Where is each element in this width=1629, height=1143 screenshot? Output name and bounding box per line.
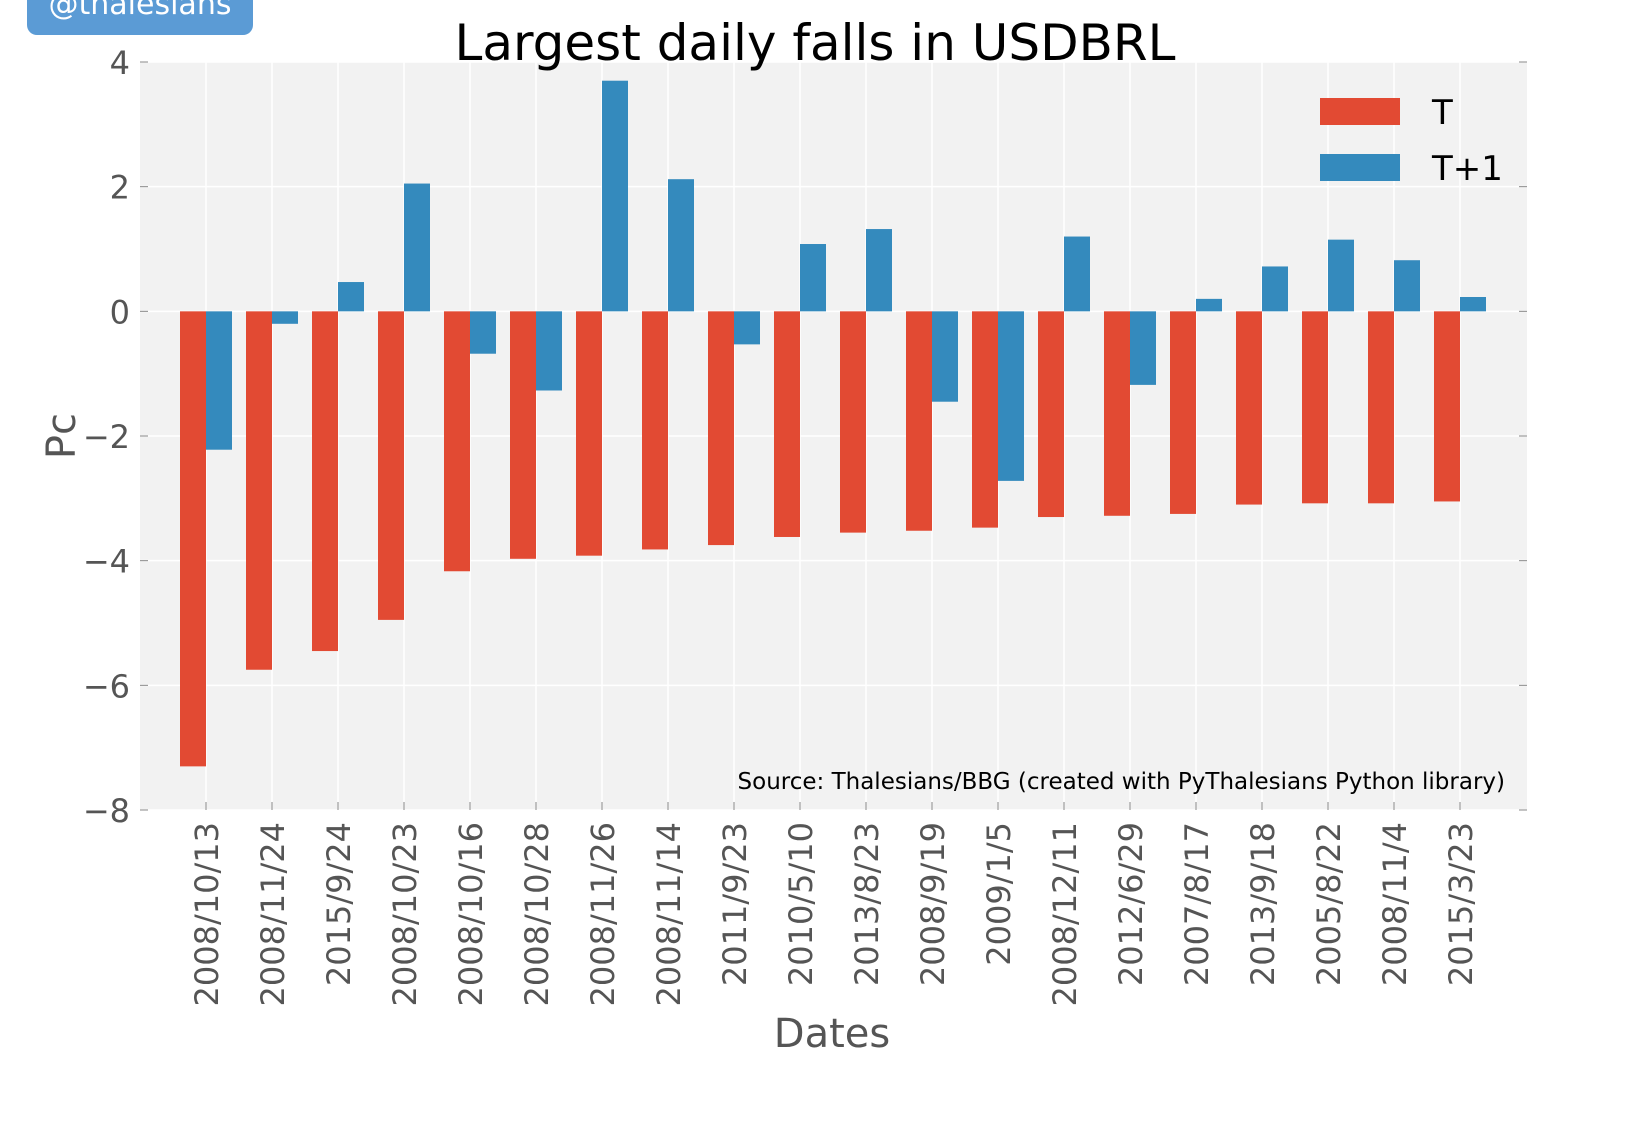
bar-t xyxy=(1368,311,1394,504)
legend: T T+1 xyxy=(1320,93,1503,189)
bar-t xyxy=(1302,311,1328,504)
bar-t-plus-1 xyxy=(602,80,628,312)
bar-t-plus-1 xyxy=(536,311,562,391)
bar-t-plus-1 xyxy=(998,311,1024,481)
bar-t xyxy=(1170,311,1196,514)
bar-t-plus-1 xyxy=(1394,260,1420,312)
bar-t-plus-1 xyxy=(932,311,958,402)
bar-t xyxy=(1434,311,1460,502)
bar-t xyxy=(576,311,602,556)
x-tick-label: 2008/10/16 xyxy=(452,822,490,1006)
y-tick-label: −8 xyxy=(83,792,130,830)
x-tick-label: 2013/9/18 xyxy=(1244,822,1282,986)
x-tick-label: 2005/8/22 xyxy=(1310,822,1348,986)
x-tick-label: 2008/10/23 xyxy=(386,822,424,1006)
bar-t-plus-1 xyxy=(734,311,760,345)
x-tick-label: 2008/11/26 xyxy=(584,822,622,1006)
x-tick-label: 2008/11/24 xyxy=(254,822,292,1006)
bar-t xyxy=(378,311,404,620)
bar-t xyxy=(708,311,734,546)
bar-t xyxy=(180,311,206,767)
y-tick-label: 4 xyxy=(110,44,130,82)
y-tick-label: 2 xyxy=(110,169,130,207)
bar-t-plus-1 xyxy=(1460,296,1486,312)
y-tick-label: 0 xyxy=(110,293,130,331)
x-tick-label: 2008/12/11 xyxy=(1046,822,1084,1006)
bar-t-plus-1 xyxy=(272,311,298,324)
bar-t xyxy=(840,311,866,533)
bar-t xyxy=(906,311,932,531)
bar-t xyxy=(642,311,668,550)
bar-t-plus-1 xyxy=(206,311,232,450)
bar-t xyxy=(246,311,272,670)
x-axis-label: Dates xyxy=(774,1011,890,1057)
source-annotation: Source: Thalesians/BBG (created with PyT… xyxy=(738,769,1505,795)
x-tick-label: 2015/3/23 xyxy=(1442,822,1480,986)
bar-t-plus-1 xyxy=(800,244,826,312)
x-tick-label: 2009/1/5 xyxy=(980,822,1018,966)
x-tick-label: 2013/8/23 xyxy=(848,822,886,986)
bar-t xyxy=(510,311,536,559)
legend-label-t: T xyxy=(1431,93,1453,133)
x-tick-label: 2012/6/29 xyxy=(1112,822,1150,986)
y-axis-label: Pc xyxy=(39,413,85,459)
x-tick-label: 2011/9/23 xyxy=(716,822,754,986)
chart-title: Largest daily falls in USDBRL xyxy=(454,14,1175,72)
bar-t-plus-1 xyxy=(668,179,694,312)
x-tick-label: 2008/11/4 xyxy=(1376,822,1414,986)
legend-swatch-t xyxy=(1320,98,1400,125)
gridlines xyxy=(140,61,1527,811)
bar-t-plus-1 xyxy=(1328,239,1354,312)
x-tick-label: 2015/9/24 xyxy=(320,822,358,986)
bar-t xyxy=(774,311,800,537)
bar-t xyxy=(1104,311,1130,516)
bar-t xyxy=(972,311,998,528)
x-tick-label: 2008/9/19 xyxy=(914,822,952,986)
bar-t-plus-1 xyxy=(1262,266,1288,312)
x-tick-label: 2010/5/10 xyxy=(782,822,820,986)
x-tick-label: 2008/10/28 xyxy=(518,822,556,1006)
bar-t-plus-1 xyxy=(866,229,892,312)
bar-t-plus-1 xyxy=(1130,311,1156,385)
bar-t-plus-1 xyxy=(404,183,430,312)
x-tick-label: 2007/8/17 xyxy=(1178,822,1216,986)
bar-t xyxy=(1236,311,1262,505)
bar-t-plus-1 xyxy=(1196,298,1222,312)
y-tick-label: −2 xyxy=(83,418,130,456)
bar-t-plus-1 xyxy=(338,282,364,312)
y-tick-label: −6 xyxy=(83,667,130,705)
x-tick-label: 2008/11/14 xyxy=(650,822,688,1006)
axis-ticks: 4 2 0 −2 −4 −6 −8 2008/10/13 2008/11/24 2015/9/24… xyxy=(83,44,1527,1006)
x-tick-label: 2008/10/13 xyxy=(188,822,226,1006)
thalesians-badge: @thalesians xyxy=(27,0,253,35)
bar-t xyxy=(444,311,470,572)
legend-swatch-t-plus-1 xyxy=(1320,154,1400,181)
bar-t xyxy=(1038,311,1064,518)
bar-t-plus-1 xyxy=(470,311,496,354)
bar-t xyxy=(312,311,338,652)
bar-t-plus-1 xyxy=(1064,236,1090,312)
bars xyxy=(180,80,1486,767)
legend-label-t-plus-1: T+1 xyxy=(1431,149,1503,189)
y-tick-label: −4 xyxy=(83,543,130,581)
